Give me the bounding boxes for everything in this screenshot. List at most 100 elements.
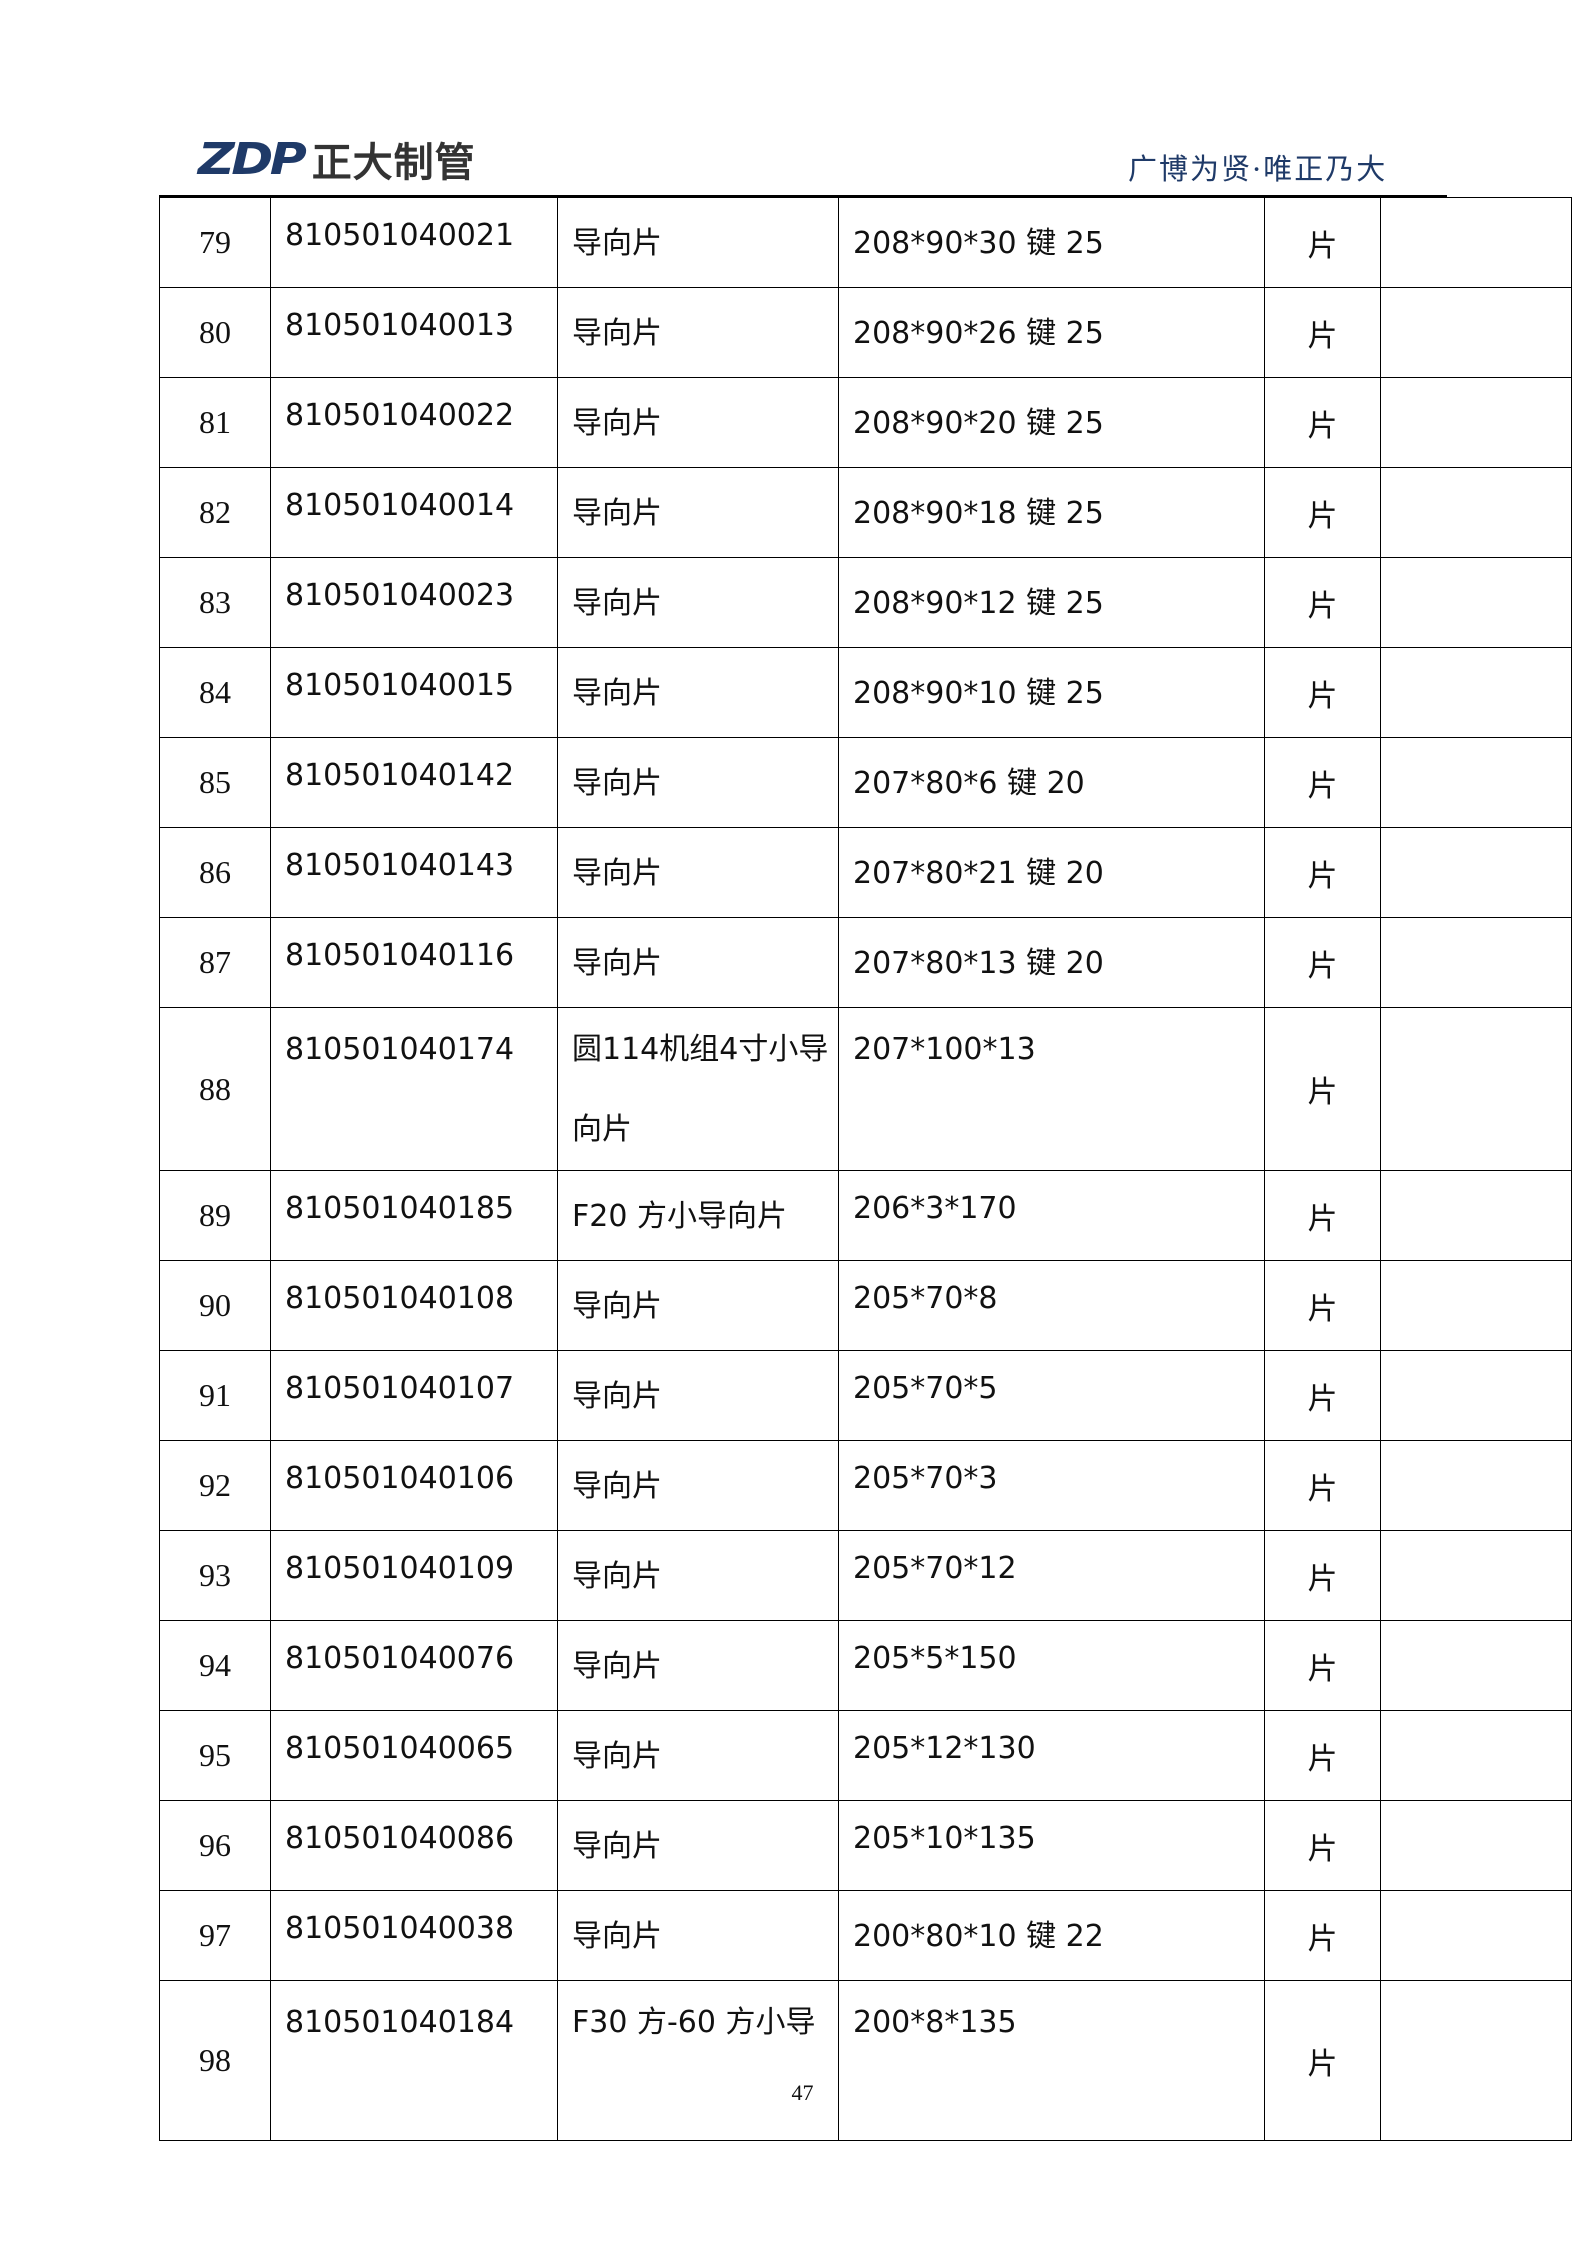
item-name: 导向片: [557, 917, 839, 1008]
item-note: [1380, 1350, 1572, 1441]
item-code: 810501040109: [270, 1530, 558, 1621]
item-spec: 207*80*6 键 20: [838, 737, 1265, 828]
item-code: 810501040086: [270, 1800, 558, 1891]
item-spec: 207*100*13: [838, 1007, 1265, 1171]
item-name: 导向片: [557, 197, 839, 288]
row-number: 80: [159, 287, 271, 378]
item-name: F30 方-60 方小导: [557, 1980, 839, 2141]
item-spec: 205*70*5: [838, 1350, 1265, 1441]
item-name: 导向片: [557, 1350, 839, 1441]
table-row: 97 810501040038 导向片 200*80*10 键 22 片: [159, 1890, 1572, 1981]
item-unit: 片: [1264, 1980, 1381, 2141]
table-row: 94 810501040076 导向片 205*5*150 片: [159, 1620, 1572, 1711]
table-row: 80 810501040013 导向片 208*90*26 键 25 片: [159, 287, 1572, 378]
item-name: 导向片: [557, 737, 839, 828]
item-code: 810501040185: [270, 1170, 558, 1261]
item-note: [1380, 737, 1572, 828]
logo-company-name: 正大制管: [311, 140, 476, 186]
row-number: 92: [159, 1440, 271, 1531]
item-unit: 片: [1264, 647, 1381, 738]
item-unit: 片: [1264, 557, 1381, 648]
row-number: 97: [159, 1890, 271, 1981]
row-number: 90: [159, 1260, 271, 1351]
item-name: F20 方小导向片: [557, 1170, 839, 1261]
item-unit: 片: [1264, 1530, 1381, 1621]
table-row: 95 810501040065 导向片 205*12*130 片: [159, 1710, 1572, 1801]
item-unit: 片: [1264, 917, 1381, 1008]
table-row: 93 810501040109 导向片 205*70*12 片: [159, 1530, 1572, 1621]
row-number: 82: [159, 467, 271, 558]
item-unit: 片: [1264, 1007, 1381, 1171]
item-code: 810501040013: [270, 287, 558, 378]
row-number: 83: [159, 557, 271, 648]
item-note: [1380, 647, 1572, 738]
item-name: 导向片: [557, 467, 839, 558]
item-note: [1380, 1710, 1572, 1801]
table-row: 79 810501040021 导向片 208*90*30 键 25 片: [159, 197, 1572, 288]
item-code: 810501040015: [270, 647, 558, 738]
item-name: 导向片: [557, 1260, 839, 1351]
item-spec: 208*90*18 键 25: [838, 467, 1265, 558]
row-number: 98: [159, 1980, 271, 2141]
item-name: 导向片: [557, 647, 839, 738]
table-row: 89 810501040185 F20 方小导向片 206*3*170 片: [159, 1170, 1572, 1261]
item-code: 810501040184: [270, 1980, 558, 2141]
item-unit: 片: [1264, 1710, 1381, 1801]
item-code: 810501040174: [270, 1007, 558, 1171]
table-row: 88 810501040174 圆114机组4寸小导向片 207*100*13 片: [159, 1007, 1572, 1171]
item-spec: 205*5*150: [838, 1620, 1265, 1711]
item-unit: 片: [1264, 1350, 1381, 1441]
item-unit: 片: [1264, 1440, 1381, 1531]
row-number: 96: [159, 1800, 271, 1891]
table-row: 85 810501040142 导向片 207*80*6 键 20 片: [159, 737, 1572, 828]
item-code: 810501040143: [270, 827, 558, 918]
item-spec: 205*70*3: [838, 1440, 1265, 1531]
table-row: 86 810501040143 导向片 207*80*21 键 20 片: [159, 827, 1572, 918]
item-note: [1380, 557, 1572, 648]
row-number: 79: [159, 197, 271, 288]
item-unit: 片: [1264, 737, 1381, 828]
item-name: 导向片: [557, 1800, 839, 1891]
item-unit: 片: [1264, 1170, 1381, 1261]
item-spec: 205*10*135: [838, 1800, 1265, 1891]
item-note: [1380, 1620, 1572, 1711]
item-unit: 片: [1264, 287, 1381, 378]
table-row: 83 810501040023 导向片 208*90*12 键 25 片: [159, 557, 1572, 648]
item-unit: 片: [1264, 1890, 1381, 1981]
item-spec: 207*80*21 键 20: [838, 827, 1265, 918]
item-spec: 205*12*130: [838, 1710, 1265, 1801]
table-row: 92 810501040106 导向片 205*70*3 片: [159, 1440, 1572, 1531]
row-number: 85: [159, 737, 271, 828]
item-code: 810501040023: [270, 557, 558, 648]
row-number: 94: [159, 1620, 271, 1711]
item-note: [1380, 1260, 1572, 1351]
table-row: 81 810501040022 导向片 208*90*20 键 25 片: [159, 377, 1572, 468]
item-note: [1380, 1800, 1572, 1891]
item-unit: 片: [1264, 1260, 1381, 1351]
row-number: 81: [159, 377, 271, 468]
item-unit: 片: [1264, 197, 1381, 288]
item-name: 圆114机组4寸小导向片: [557, 1007, 839, 1171]
row-number: 87: [159, 917, 271, 1008]
item-note: [1380, 1980, 1572, 2141]
item-note: [1380, 917, 1572, 1008]
item-code: 810501040142: [270, 737, 558, 828]
company-logo: ZDP 正大制管: [198, 134, 476, 187]
item-unit: 片: [1264, 377, 1381, 468]
item-note: [1380, 1170, 1572, 1261]
item-code: 810501040076: [270, 1620, 558, 1711]
table-row: 84 810501040015 导向片 208*90*10 键 25 片: [159, 647, 1572, 738]
item-code: 810501040022: [270, 377, 558, 468]
table-row: 91 810501040107 导向片 205*70*5 片: [159, 1350, 1572, 1441]
row-number: 89: [159, 1170, 271, 1261]
item-code: 810501040038: [270, 1890, 558, 1981]
item-name: 导向片: [557, 377, 839, 468]
item-spec: 206*3*170: [838, 1170, 1265, 1261]
table-row: 96 810501040086 导向片 205*10*135 片: [159, 1800, 1572, 1891]
row-number: 91: [159, 1350, 271, 1441]
item-spec: 207*80*13 键 20: [838, 917, 1265, 1008]
item-code: 810501040106: [270, 1440, 558, 1531]
item-name: 导向片: [557, 287, 839, 378]
item-note: [1380, 1440, 1572, 1531]
item-note: [1380, 1530, 1572, 1621]
